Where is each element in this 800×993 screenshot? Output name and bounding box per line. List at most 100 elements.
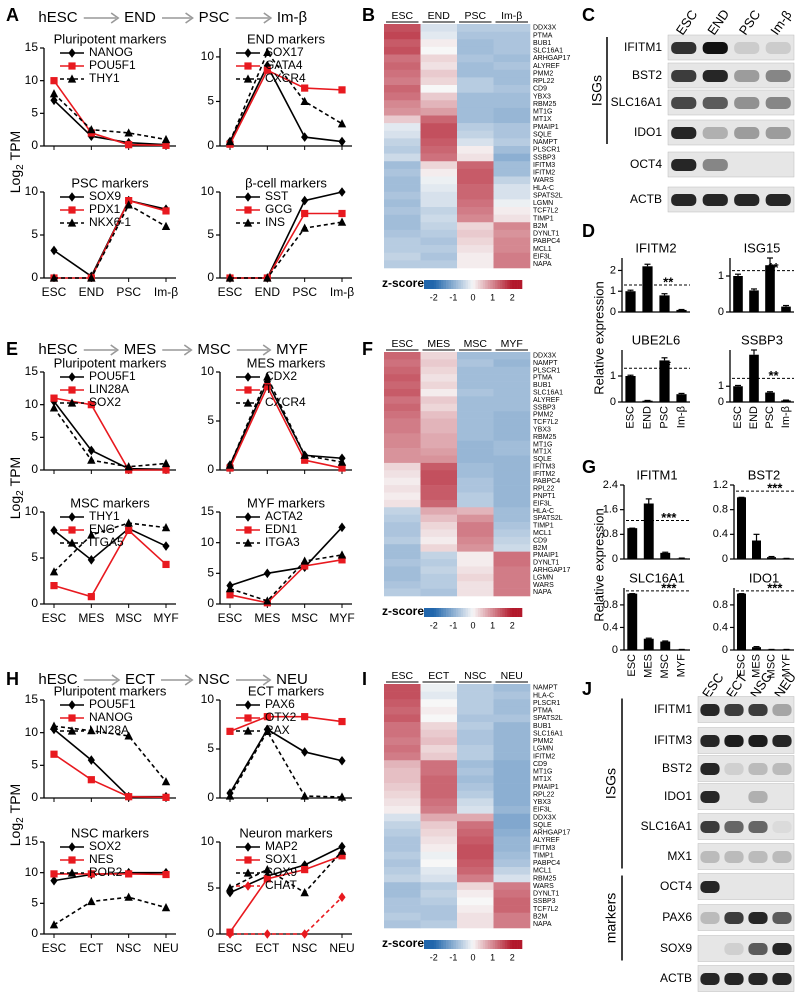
- colorbar-step: [458, 940, 462, 949]
- heatmap-cell: [420, 222, 458, 231]
- heatmap-cell: [457, 859, 494, 868]
- y-tick-label: 15: [25, 692, 39, 706]
- heatmap-cell: [493, 492, 531, 501]
- data-point: [301, 132, 309, 142]
- x-tick-label: Im-β: [780, 406, 792, 428]
- heatmap-cell: [457, 455, 494, 464]
- y-tick-label: 5: [31, 758, 38, 772]
- y-tick-label: 1: [718, 270, 724, 282]
- heatmap-cell: [457, 381, 494, 390]
- heatmap-cell: [384, 714, 421, 723]
- heatmap-cell: [493, 115, 531, 124]
- heatmap-cell: [493, 760, 531, 769]
- heatmap-cell: [384, 123, 421, 132]
- heatmap-cell: [420, 752, 458, 761]
- legend-marker: [67, 726, 77, 735]
- heatmap-cell: [493, 455, 531, 464]
- heatmap-cell: [384, 115, 421, 124]
- y-tick-label: 10: [25, 397, 39, 411]
- colorbar-step: [475, 280, 479, 289]
- panel-letter: F: [362, 339, 373, 359]
- y-tick-label: 10: [25, 725, 39, 739]
- y-tick-label: 0: [610, 306, 616, 318]
- colorbar-step: [448, 608, 452, 617]
- heatmap-cell: [493, 381, 531, 390]
- heatmap-cell: [493, 39, 531, 48]
- heatmap-cell: [420, 522, 458, 530]
- heatmap-cell: [384, 184, 421, 193]
- protein-label: IFITM1: [654, 702, 692, 716]
- heatmap-cell: [384, 176, 421, 185]
- heatmap-cell: [457, 359, 494, 368]
- heatmap-cell: [384, 722, 421, 731]
- legend-marker: [243, 74, 253, 83]
- panel-letter: C: [582, 5, 595, 25]
- colorbar-step: [426, 608, 430, 617]
- heatmap-cell: [384, 440, 421, 449]
- series-line: [229, 526, 343, 587]
- x-tick-label: MES: [78, 611, 104, 625]
- bar: [676, 558, 687, 559]
- colorbar-step: [480, 940, 484, 949]
- heatmap-cell: [493, 522, 531, 530]
- heatmap-cell: [384, 396, 421, 405]
- colorbar-label: z-score: [382, 604, 424, 618]
- row-label: PLSCR1: [533, 147, 560, 154]
- heatmap-cell: [493, 24, 531, 32]
- data-point: [337, 119, 347, 128]
- colorbar-step: [424, 940, 427, 949]
- heatmap-cell: [493, 92, 531, 101]
- blot-band: [700, 735, 720, 747]
- heatmap-cell: [384, 352, 421, 360]
- heatmap-cell: [384, 588, 421, 597]
- chart-title: Neuron markers: [239, 825, 333, 840]
- heatmap-cell: [420, 69, 458, 78]
- heatmap-cell: [493, 184, 531, 193]
- heatmap-cell: [457, 31, 494, 40]
- bar: [737, 497, 746, 559]
- blot-band: [765, 194, 791, 206]
- heatmap-cell: [420, 260, 458, 269]
- colorbar-step: [465, 940, 469, 949]
- x-tick-label: END: [748, 406, 760, 429]
- x-tick-label: PSC: [764, 406, 776, 429]
- significance-label: ***: [767, 580, 783, 595]
- blot-band: [700, 763, 720, 775]
- flow-stage: NSC: [198, 671, 230, 688]
- heatmap-cell: [457, 411, 494, 419]
- y-tick-label: 0: [612, 553, 618, 565]
- y-tick-label: 10: [201, 692, 215, 706]
- y-tick-label: 2: [610, 264, 616, 276]
- colorbar-step: [492, 940, 496, 949]
- colorbar-step: [441, 608, 444, 617]
- heatmap-cell: [384, 69, 421, 78]
- legend-marker: [244, 842, 252, 852]
- chart-title: MYF markers: [247, 495, 326, 510]
- heatmap-cell: [420, 859, 458, 868]
- row-label: PMM2: [533, 738, 553, 745]
- row-label: CD9: [533, 86, 547, 93]
- heatmap-cell: [384, 699, 421, 708]
- heatmap-cell: [457, 551, 494, 560]
- row-label: ARHGAP17: [533, 55, 570, 62]
- colorbar-step: [482, 280, 486, 289]
- heatmap-cell: [384, 813, 421, 822]
- row-label: HLA-C: [533, 508, 554, 515]
- bar: [625, 291, 636, 312]
- row-label: MCL1: [533, 530, 552, 537]
- x-tick-label: PSC: [658, 406, 670, 429]
- heatmap-cell: [457, 138, 494, 147]
- y-axis-label-unit: TPM: [7, 784, 23, 814]
- blot-band: [702, 42, 728, 54]
- colorbar-label: z-score: [382, 276, 424, 290]
- legend-marker: [68, 714, 76, 722]
- colorbar-step: [436, 280, 439, 289]
- heatmap-cell: [384, 62, 421, 71]
- heatmap-cell: [420, 245, 458, 254]
- heatmap-cell: [457, 366, 494, 375]
- series-line: [53, 93, 167, 141]
- heatmap-cell: [384, 920, 421, 929]
- column-label: MYF: [501, 338, 523, 350]
- legend-label: OTX2: [265, 710, 297, 724]
- heatmap-cell: [457, 522, 494, 530]
